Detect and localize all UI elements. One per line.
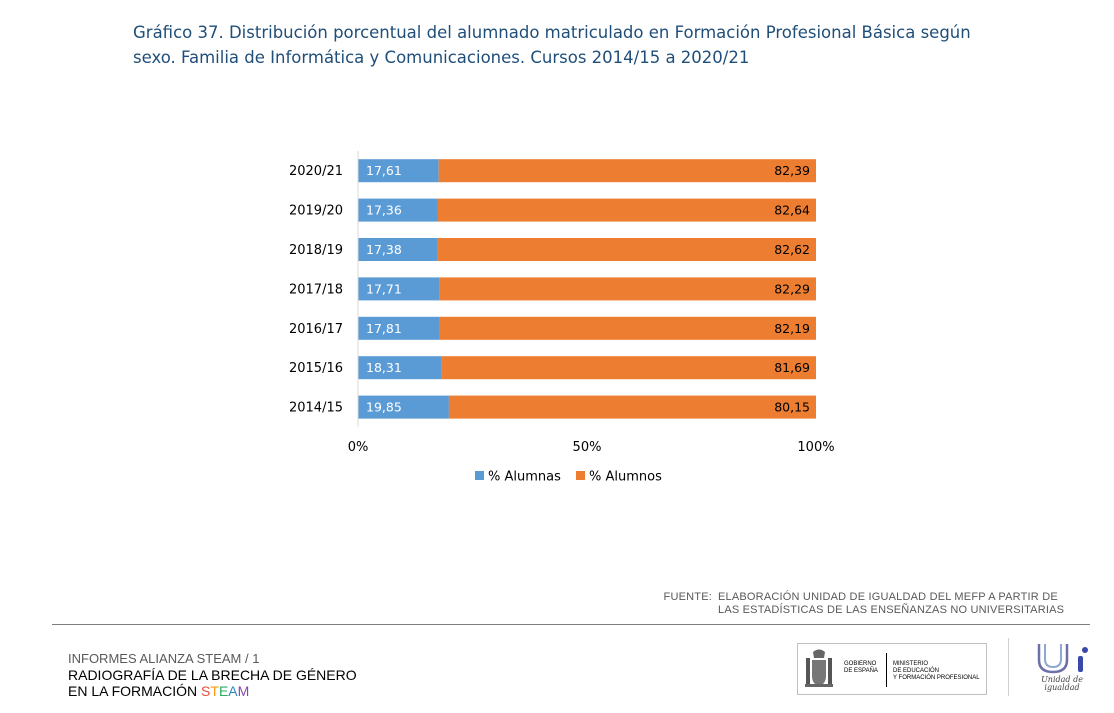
steam-letter-e: E: [218, 683, 229, 699]
stacked-bar-chart: 2020/21 17,61 82,39 2019/20 17,36 82,64 2018/1…: [289, 151, 835, 485]
data-label-alumnos: 82,64: [774, 203, 810, 218]
category-label: 2016/17: [289, 322, 343, 337]
data-label-alumnos: 82,39: [774, 163, 810, 178]
category-label: 2014/15: [289, 401, 343, 416]
x-tick-label: 100%: [797, 440, 834, 455]
legend-label: % Alumnas: [488, 470, 561, 485]
footer-divider: [52, 624, 1090, 625]
bar-segment-alumnas: [358, 316, 440, 340]
report-title-prefix: EN LA FORMACIÓN: [68, 683, 202, 699]
equality-unit-caption-line-2: igualdad: [1044, 683, 1080, 692]
data-label-alumnos: 81,69: [774, 360, 810, 375]
category-label: 2015/16: [289, 361, 343, 376]
legend-swatch: [475, 471, 484, 480]
bar-segment-alumnos: [439, 277, 816, 301]
equality-unit-caption-line-1: Unidad de: [1041, 675, 1083, 684]
ministry-line-2: DE EDUCACIÓN: [893, 668, 940, 674]
steam-letter-m: M: [237, 683, 250, 699]
report-title-line-2: EN LA FORMACIÓN STEAM: [68, 683, 408, 699]
government-text: GOBIERNO DE ESPAÑA: [844, 661, 884, 675]
chart-title: Gráfico 37. Distribución porcentual del …: [133, 20, 993, 70]
source-prefix: FUENTE:: [663, 591, 712, 603]
ministry-text: MINISTERIO DE EDUCACIÓN Y FORMACIÓN PROF…: [893, 661, 985, 682]
category-label: 2018/19: [289, 243, 343, 258]
data-label-alumnos: 82,62: [774, 242, 810, 257]
x-tick-label: 50%: [573, 440, 602, 455]
steam-letter-t: T: [210, 683, 219, 699]
bar-segment-alumnos: [441, 356, 816, 380]
ministry-line-3: Y FORMACIÓN PROFESIONAL: [893, 675, 980, 681]
data-label-alumnas: 17,38: [366, 242, 402, 257]
bar-segment-alumnos: [438, 159, 816, 183]
data-label-alumnas: 17,71: [366, 281, 402, 296]
coat-of-arms-icon: [805, 649, 833, 687]
bar-segment-alumnas: [358, 238, 438, 261]
government-line-2: DE ESPAÑA: [844, 668, 878, 674]
data-label-alumnos: 82,29: [774, 281, 810, 296]
legend: % Alumnas % Alumnos: [475, 470, 662, 485]
equality-unit-icon: [1037, 644, 1088, 674]
bar-segment-alumnos: [448, 395, 816, 419]
x-tick-label: 0%: [348, 440, 369, 455]
category-label: 2020/21: [289, 164, 343, 179]
bar-segment-alumnas: [358, 198, 438, 222]
data-label-alumnas: 18,31: [366, 360, 402, 375]
bar-segment-alumnas: [358, 277, 440, 301]
category-label: 2019/20: [289, 204, 343, 219]
plot-area: 2020/21 17,61 82,39 2019/20 17,36 82,64 2018/1…: [289, 159, 816, 419]
legend-swatch: [576, 471, 585, 480]
bar-segment-alumnas: [358, 395, 449, 419]
chart-title-line-2: sexo. Familia de Informática y Comunicac…: [133, 48, 750, 67]
data-label-alumnas: 17,81: [366, 321, 402, 336]
report-series: INFORMES ALIANZA STEAM / 1: [68, 651, 260, 666]
legend-label: % Alumnos: [589, 470, 662, 485]
steam-letter-s: S: [201, 683, 211, 699]
data-label-alumnos: 80,15: [774, 400, 810, 415]
category-label: 2017/18: [289, 282, 343, 297]
x-axis: 0% 50% 100%: [348, 151, 835, 455]
data-label-alumnas: 17,61: [366, 163, 402, 178]
data-label-alumnas: 19,85: [366, 400, 402, 415]
source-note: FUENTE: ELABORACIÓN UNIDAD DE IGUALDAD D…: [620, 591, 1085, 617]
bar-segment-alumnas: [358, 159, 439, 183]
bar-segment-alumnos: [437, 198, 816, 222]
ministry-line-1: MINISTERIO: [893, 661, 929, 667]
government-logo: GOBIERNO DE ESPAÑA MINISTERIO DE EDUCACI…: [797, 643, 987, 695]
equality-unit-logo: Unidad de igualdad: [1033, 640, 1097, 696]
data-label-alumnos: 82,19: [774, 321, 810, 336]
equality-unit-caption: Unidad de igualdad: [1033, 676, 1091, 692]
government-line-1: GOBIERNO: [844, 661, 877, 667]
report-footer: INFORMES ALIANZA STEAM / 1 RADIOGRAFÍA D…: [68, 651, 408, 699]
data-label-alumnas: 17,36: [366, 203, 402, 218]
source-line-1: ELABORACIÓN UNIDAD DE IGUALDAD DEL MEFP …: [718, 591, 1058, 603]
report-title-line-1: RADIOGRAFÍA DE LA BRECHA DE GÉNERO: [68, 667, 357, 683]
bar-segment-alumnos: [437, 238, 816, 261]
bar-segment-alumnos: [439, 316, 816, 340]
chart-title-line-1: Gráfico 37. Distribución porcentual del …: [133, 23, 971, 42]
bar-segment-alumnas: [358, 356, 442, 380]
steam-letter-a: A: [228, 683, 238, 699]
logo-separator: [1008, 638, 1009, 696]
source-line-2: LAS ESTADÍSTICAS DE LAS ENSEÑANZAS NO UN…: [718, 604, 1065, 616]
